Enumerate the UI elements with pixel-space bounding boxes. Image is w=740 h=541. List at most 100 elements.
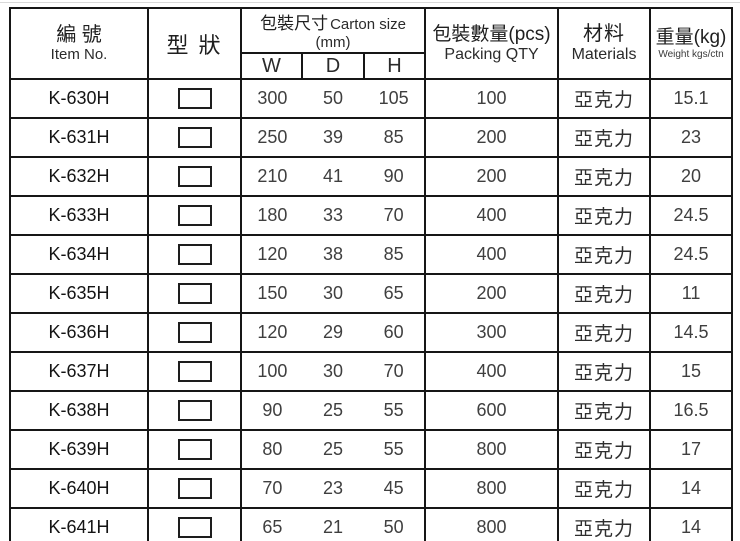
packing-qty-cell: 200 — [424, 156, 560, 197]
header-carton-w: W — [240, 52, 303, 80]
carton-size-cell: 120 38 85 — [239, 234, 427, 275]
carton-size-cell: 65 21 50 — [239, 507, 427, 541]
shape-cell — [147, 195, 242, 236]
item-no-cell: K-635H — [9, 273, 149, 314]
shape-cell — [147, 468, 242, 509]
header-carton-size: 包裝尺寸 Carton size (mm) — [239, 7, 427, 54]
material-cell: 亞克力 — [557, 234, 652, 275]
carton-height-value: 70 — [383, 205, 404, 225]
table-header: 編 號 Item No. 型 狀 包裝尺寸 Carton size (mm) 包裝… — [9, 7, 734, 80]
packing-qty-cell: 800 — [424, 507, 560, 541]
carton-height-value: 70 — [383, 361, 404, 381]
material-cell: 亞克力 — [557, 468, 652, 509]
shape-cell — [147, 273, 242, 314]
carton-width-value: 120 — [257, 322, 288, 342]
carton-size-cell: 90 25 55 — [239, 390, 427, 431]
material-cell: 亞克力 — [557, 117, 652, 158]
table-row: K-640H 70 23 45 800 亞克力 14 — [9, 468, 734, 509]
header-materials-zh: 材料 — [583, 23, 626, 46]
rectangle-shape-icon — [177, 283, 212, 304]
carton-height-value: 90 — [383, 166, 404, 186]
carton-size-cell: 80 25 55 — [239, 429, 427, 470]
item-no-cell: K-640H — [9, 468, 149, 509]
weight-cell: 20 — [649, 156, 734, 197]
material-cell: 亞克力 — [557, 156, 652, 197]
carton-depth-value: 23 — [322, 478, 344, 498]
weight-cell: 14 — [649, 507, 734, 541]
item-no-cell: K-630H — [9, 78, 149, 119]
carton-size-cell: 250 39 85 — [239, 117, 427, 158]
header-weight: 重量(kg) Weight kgs/ctn — [649, 7, 734, 80]
header-carton-h: H — [362, 52, 427, 80]
rectangle-shape-icon — [177, 400, 212, 421]
weight-cell: 15.1 — [649, 78, 734, 119]
shape-cell — [147, 117, 242, 158]
packing-qty-cell: 300 — [424, 312, 560, 353]
carton-width-value: 150 — [257, 283, 288, 303]
item-no-cell: K-633H — [9, 195, 149, 236]
carton-depth-value: 38 — [322, 244, 344, 264]
weight-cell: 16.5 — [649, 390, 734, 431]
carton-height-value: 105 — [378, 88, 409, 108]
header-carton-en: Carton size (mm) — [315, 16, 406, 51]
packing-qty-cell: 600 — [424, 390, 560, 431]
product-spec-table: 編 號 Item No. 型 狀 包裝尺寸 Carton size (mm) 包裝… — [9, 7, 734, 541]
carton-width-value: 100 — [257, 361, 288, 381]
carton-size-cell: 100 30 70 — [239, 351, 427, 392]
carton-width-value: 180 — [257, 205, 288, 225]
rectangle-shape-icon — [177, 439, 212, 460]
carton-size-cell: 210 41 90 — [239, 156, 427, 197]
table-row: K-630H 300 50 105 100 亞克力 15.1 — [9, 78, 734, 119]
header-packing-qty: 包裝數量(pcs) Packing QTY — [424, 7, 560, 80]
carton-width-value: 250 — [257, 127, 288, 147]
table-row: K-636H 120 29 60 300 亞克力 14.5 — [9, 312, 734, 353]
carton-depth-value: 33 — [322, 205, 344, 225]
carton-depth-value: 50 — [322, 88, 344, 108]
rectangle-shape-icon — [177, 127, 212, 148]
header-item-no: 編 號 Item No. — [9, 7, 149, 80]
table-row: K-631H 250 39 85 200 亞克力 23 — [9, 117, 734, 158]
item-no-cell: K-637H — [9, 351, 149, 392]
material-cell: 亞克力 — [557, 78, 652, 119]
carton-depth-value: 30 — [322, 283, 344, 303]
header-carton-d: D — [301, 52, 365, 80]
weight-cell: 15 — [649, 351, 734, 392]
shape-cell — [147, 429, 242, 470]
table-row: K-637H 100 30 70 400 亞克力 15 — [9, 351, 734, 392]
packing-qty-cell: 800 — [424, 468, 560, 509]
rectangle-shape-icon — [177, 205, 212, 226]
weight-cell: 11 — [649, 273, 734, 314]
material-cell: 亞克力 — [557, 390, 652, 431]
rectangle-shape-icon — [177, 361, 212, 382]
shape-cell — [147, 390, 242, 431]
table-body: K-630H 300 50 105 100 亞克力 15.1 K-631H 25… — [9, 78, 734, 541]
weight-cell: 23 — [649, 117, 734, 158]
material-cell: 亞克力 — [557, 195, 652, 236]
item-no-cell: K-636H — [9, 312, 149, 353]
rectangle-shape-icon — [177, 322, 212, 343]
carton-width-value: 65 — [262, 517, 283, 537]
carton-height-value: 85 — [383, 244, 404, 264]
packing-qty-cell: 800 — [424, 429, 560, 470]
carton-height-value: 45 — [383, 478, 404, 498]
carton-depth-value: 30 — [322, 361, 344, 381]
item-no-cell: K-632H — [9, 156, 149, 197]
table-row: K-632H 210 41 90 200 亞克力 20 — [9, 156, 734, 197]
shape-cell — [147, 156, 242, 197]
carton-height-value: 65 — [383, 283, 404, 303]
carton-height-value: 55 — [383, 439, 404, 459]
item-no-cell: K-641H — [9, 507, 149, 541]
rectangle-shape-icon — [177, 88, 212, 109]
carton-size-cell: 70 23 45 — [239, 468, 427, 509]
header-qty-en: Packing QTY — [444, 45, 539, 63]
weight-cell: 14 — [649, 468, 734, 509]
carton-width-value: 120 — [257, 244, 288, 264]
carton-size-cell: 300 50 105 — [239, 78, 427, 119]
carton-size-cell: 150 30 65 — [239, 273, 427, 314]
shape-cell — [147, 351, 242, 392]
header-shape: 型 狀 — [147, 7, 242, 80]
header-materials-en: Materials — [571, 46, 637, 64]
packing-qty-cell: 400 — [424, 234, 560, 275]
packing-qty-cell: 200 — [424, 117, 560, 158]
page-top-rule — [0, 2, 740, 3]
